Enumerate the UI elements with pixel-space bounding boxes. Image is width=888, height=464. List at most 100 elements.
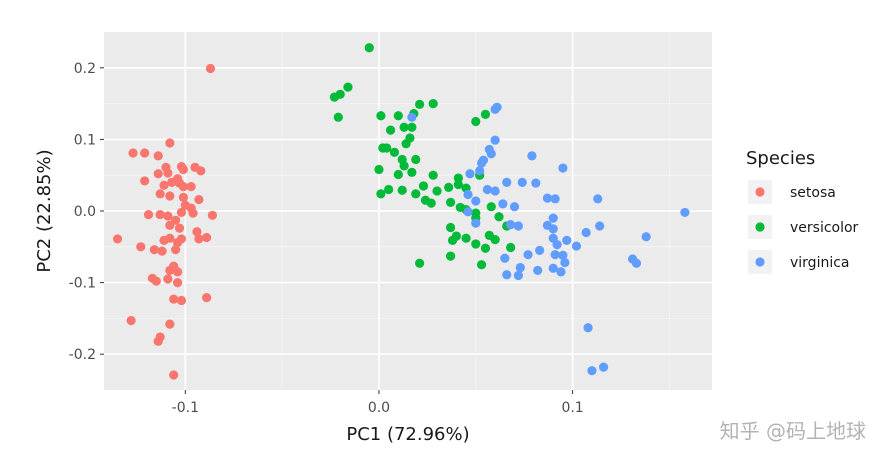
point-virginica — [548, 263, 558, 273]
point-versicolor — [329, 92, 340, 102]
point-versicolor — [471, 239, 481, 249]
legend-key-setosa — [755, 187, 765, 197]
watermark-text: 知乎 @码上地球 — [720, 419, 866, 443]
point-virginica — [587, 366, 597, 376]
point-setosa — [163, 168, 173, 178]
point-virginica — [558, 250, 568, 260]
point-virginica — [513, 270, 523, 281]
point-setosa — [174, 223, 185, 233]
point-setosa — [153, 151, 163, 161]
point-setosa — [178, 182, 188, 192]
point-setosa — [126, 315, 136, 326]
point-setosa — [163, 274, 173, 284]
point-setosa — [155, 189, 165, 199]
point-virginica — [556, 267, 566, 277]
point-virginica — [486, 149, 496, 159]
point-versicolor — [397, 185, 407, 195]
point-versicolor — [445, 197, 456, 208]
point-setosa — [155, 209, 165, 220]
point-setosa — [196, 166, 206, 176]
legend-label-versicolor: versicolor — [790, 220, 859, 236]
point-virginica — [548, 224, 558, 234]
point-versicolor — [393, 169, 403, 180]
point-versicolor — [374, 164, 384, 175]
point-setosa — [143, 209, 154, 220]
point-versicolor — [411, 189, 421, 199]
legend-title: Species — [746, 148, 815, 169]
legend-label-virginica: virginica — [790, 255, 850, 271]
point-virginica — [542, 193, 553, 203]
point-virginica — [502, 177, 512, 187]
point-versicolor — [418, 181, 429, 191]
point-versicolor — [393, 111, 403, 121]
point-setosa — [176, 207, 187, 218]
x-tick-label: -0.1 — [172, 400, 199, 416]
point-virginica — [550, 194, 560, 204]
point-virginica — [680, 207, 690, 218]
point-versicolor — [447, 235, 458, 245]
point-setosa — [163, 211, 173, 221]
point-virginica — [583, 323, 593, 333]
point-versicolor — [428, 170, 438, 180]
point-virginica — [463, 207, 473, 217]
point-virginica — [531, 178, 541, 188]
point-setosa — [159, 180, 169, 190]
point-virginica — [527, 151, 537, 161]
point-setosa — [176, 295, 187, 306]
point-virginica — [558, 163, 568, 173]
point-versicolor — [426, 198, 436, 208]
point-virginica — [509, 202, 520, 212]
point-versicolor — [415, 99, 425, 109]
point-virginica — [560, 257, 570, 268]
point-virginica — [498, 199, 508, 209]
point-setosa — [165, 265, 175, 276]
point-versicolor — [378, 143, 388, 153]
point-versicolor — [461, 233, 471, 243]
point-setosa — [165, 138, 175, 148]
point-setosa — [186, 182, 196, 192]
point-virginica — [465, 169, 475, 179]
point-versicolor — [432, 186, 442, 196]
point-setosa — [112, 234, 123, 244]
point-versicolor — [343, 82, 353, 92]
point-setosa — [149, 245, 159, 255]
point-virginica — [517, 177, 527, 187]
point-setosa — [202, 232, 212, 243]
legend-label-setosa: setosa — [790, 185, 836, 201]
y-tick-label: 0.2 — [74, 61, 96, 77]
point-virginica — [581, 227, 591, 238]
point-virginica — [475, 166, 485, 176]
point-setosa — [140, 148, 150, 158]
point-virginica — [478, 155, 489, 165]
point-virginica — [595, 221, 605, 231]
point-versicolor — [445, 222, 456, 233]
point-versicolor — [445, 251, 456, 261]
point-setosa — [172, 278, 183, 288]
point-setosa — [128, 148, 138, 158]
legend-key-virginica — [755, 257, 765, 267]
point-versicolor — [476, 260, 487, 270]
point-setosa — [178, 164, 188, 175]
point-setosa — [194, 234, 204, 244]
point-setosa — [169, 294, 179, 304]
point-virginica — [571, 241, 582, 251]
point-setosa — [157, 246, 167, 256]
x-tick-label: 0.1 — [561, 400, 583, 416]
x-axis-title: PC1 (72.96%) — [346, 424, 469, 445]
point-setosa — [151, 276, 161, 286]
y-axis-title: PC2 (22.85%) — [34, 149, 55, 272]
point-setosa — [172, 267, 183, 277]
point-versicolor — [401, 139, 411, 149]
point-virginica — [593, 194, 603, 204]
point-virginica — [598, 362, 609, 372]
point-setosa — [153, 336, 163, 346]
y-axis-ticks: 0.2 0.1 0.0 -0.1 -0.2 — [69, 61, 104, 363]
point-setosa — [140, 176, 150, 186]
point-versicolor — [490, 235, 500, 245]
legend-key-versicolor — [755, 222, 765, 232]
point-virginica — [490, 186, 500, 196]
y-tick-label: 0.0 — [74, 204, 96, 220]
x-tick-label: 0.0 — [368, 400, 390, 416]
point-virginica — [500, 253, 510, 263]
